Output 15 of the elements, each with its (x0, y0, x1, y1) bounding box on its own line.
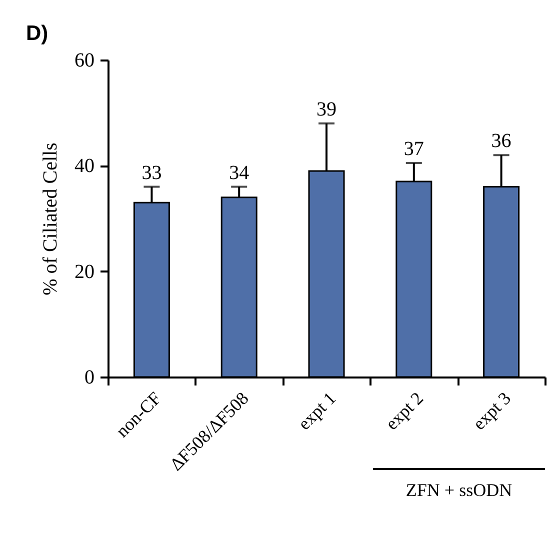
data-label: 34 (229, 162, 250, 184)
x-tick-label: expt 1 (294, 388, 340, 434)
x-tick-label: expt 2 (382, 388, 428, 434)
y-tick-label: 20 (74, 260, 94, 283)
text: D) (26, 22, 48, 46)
y-tick-label: 0 (84, 366, 94, 388)
data-label: 36 (491, 130, 512, 152)
data-label: 39 (316, 98, 336, 120)
y-tick-label: 40 (74, 155, 94, 178)
y-tick-label: 60 (74, 50, 94, 72)
data-label: 37 (404, 138, 424, 160)
data-label: 33 (142, 162, 162, 184)
y-axis-title: % of Ciliated Cells (40, 142, 62, 296)
x-tick-label: expt 3 (468, 388, 515, 434)
text: ZFN + ssODN (404, 480, 514, 501)
